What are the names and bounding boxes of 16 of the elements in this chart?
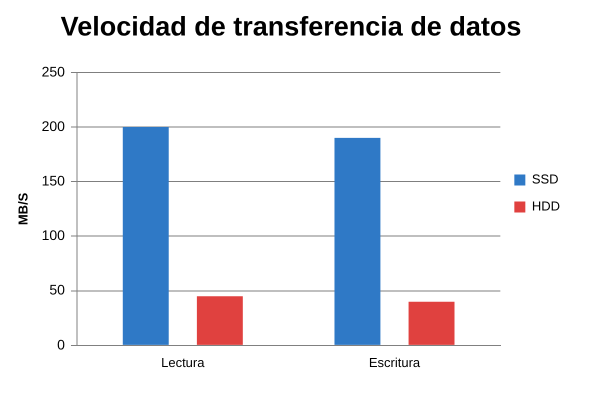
y-axis-title: MB/S xyxy=(15,192,30,226)
bar xyxy=(196,296,243,345)
bar xyxy=(334,138,380,345)
legend-label: HDD xyxy=(532,198,560,214)
y-tick-label: 250 xyxy=(42,63,66,80)
y-tick-label: 0 xyxy=(57,336,66,352)
bar xyxy=(122,127,169,345)
x-tick-label: Escritura xyxy=(368,354,421,370)
y-tick-label: 200 xyxy=(42,118,66,134)
chart-title: Velocidad de transferencia de datos xyxy=(60,12,522,42)
y-tick-label: 100 xyxy=(42,227,66,244)
bar xyxy=(408,302,455,345)
y-tick-label: 50 xyxy=(49,282,66,298)
legend-label: SSD xyxy=(532,172,559,187)
y-tick-label: 150 xyxy=(42,172,66,188)
x-tick-label: Lectura xyxy=(161,354,206,370)
